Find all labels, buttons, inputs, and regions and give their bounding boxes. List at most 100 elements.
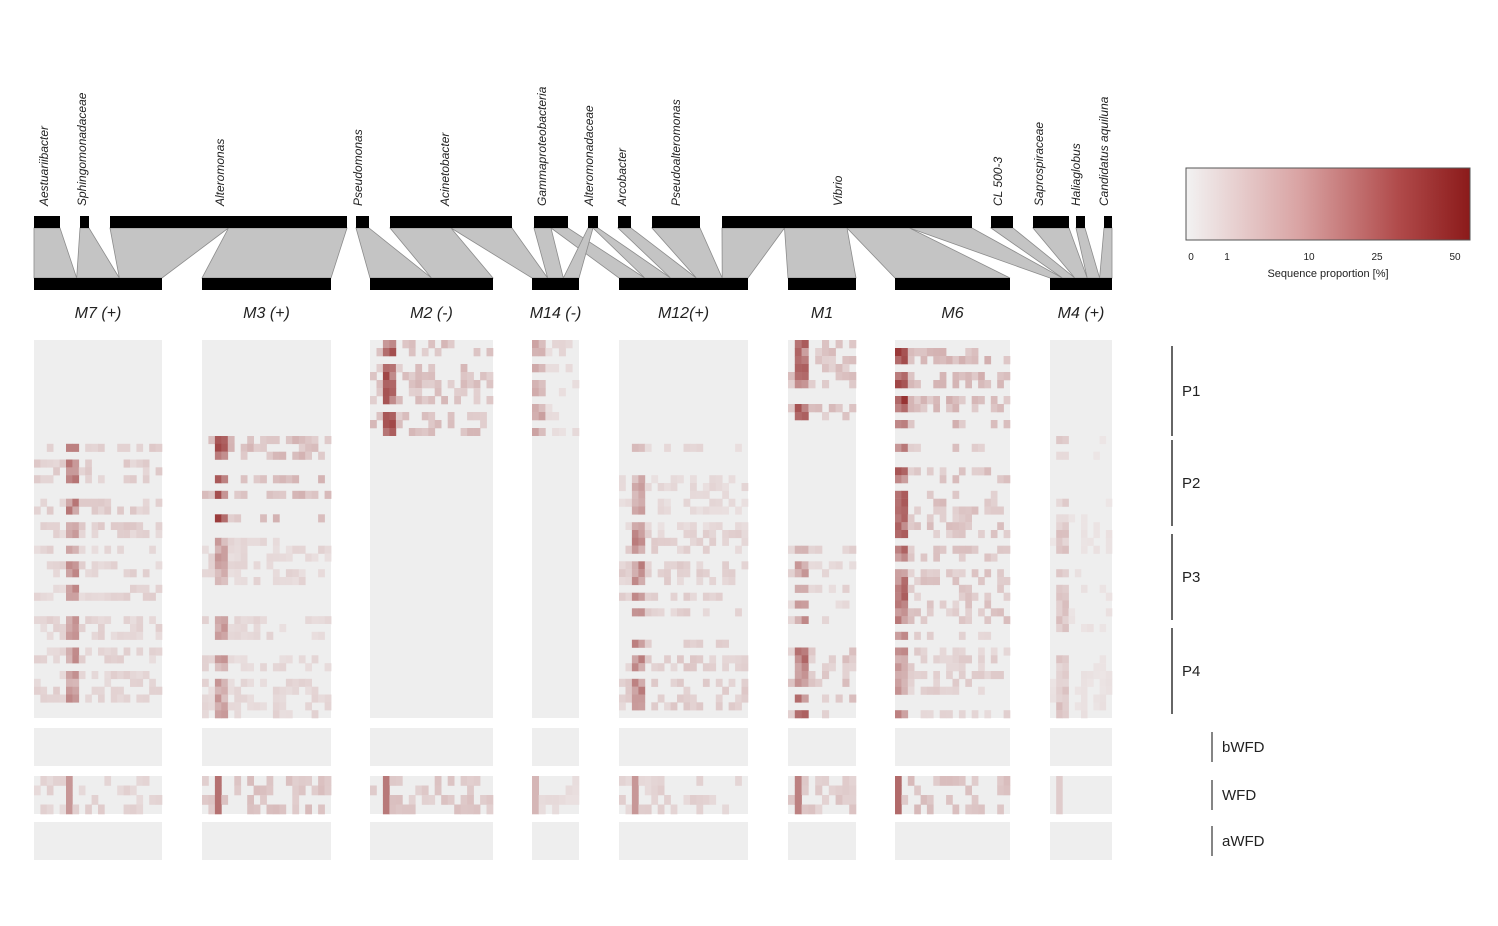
module-bar-m1 (788, 278, 856, 290)
season-panel-m6-awfd (895, 822, 1010, 860)
heat-panel-m7-p4 (34, 624, 163, 718)
color-legend: 0 1 10 25 50 Sequence proportion [%] (1185, 167, 1471, 280)
taxon-label-vibrio: Vibrio (831, 175, 845, 206)
heat-panel-m4-p2 (1050, 436, 1113, 531)
season-panel-m1-wfd (788, 776, 857, 815)
module-bar-m6 (895, 278, 1010, 290)
season-panel-m6-wfd (895, 776, 1011, 815)
heat-panel-m6-p1 (895, 340, 1011, 436)
heat-panel-m12-p3 (619, 530, 749, 624)
module-bar-m2 (370, 278, 493, 290)
module-bar-m12 (619, 278, 748, 290)
heat-panel-m2-p4 (370, 624, 493, 718)
heat-panel-m12-p2 (619, 436, 749, 531)
period-label-p4: P4 (1182, 663, 1200, 680)
heat-panel-m1-p2 (788, 436, 856, 530)
heat-panel-m3-p2 (202, 436, 332, 530)
season-panel-m4-wfd (1050, 776, 1112, 815)
link-vibrio-to-m12 (721, 227, 786, 279)
taxon-label-saprospiraceae: Saprospiraceae (1032, 122, 1046, 206)
season-panel-m2-awfd (370, 822, 493, 860)
heat-panel-m14-p1 (532, 340, 580, 437)
taxon-bar-candidatus-aquiluna (1104, 216, 1112, 228)
season-panel-m1-awfd (788, 822, 856, 860)
heat-panel-m4-p4 (1050, 624, 1113, 719)
heat-panel-m2-p2 (370, 436, 493, 530)
legend-tick-1: 1 (1224, 252, 1230, 263)
season-panel-m14-bwfd (532, 728, 579, 766)
heat-panel-m14-p2 (532, 436, 579, 530)
module-label-m2: M2 (-) (410, 305, 453, 322)
taxon-label-pseudomonas: Pseudomonas (351, 129, 365, 206)
module-label-m4: M4 (+) (1058, 305, 1105, 322)
season-panel-m2-wfd (370, 776, 494, 815)
taxon-bar-pseudomonas (356, 216, 369, 228)
taxon-label-arcobacter: Arcobacter (615, 147, 629, 207)
taxon-module-links (33, 227, 1113, 279)
season-panel-m3-bwfd (202, 728, 331, 766)
taxon-label-candidatus-aquiluna: Candidatus aquiluna (1097, 96, 1111, 206)
season-panel-m12-awfd (619, 822, 748, 860)
season-label-bwfd: bWFD (1222, 739, 1265, 756)
module-label-m14: M14 (-) (530, 305, 582, 322)
heat-panel-m3-p1 (202, 340, 331, 436)
taxon-bar-alteromonadaceae (588, 216, 598, 228)
taxon-label-sphingomonadaceae: Sphingomonadaceae (75, 92, 89, 206)
taxon-bar-sphingomonadaceae (80, 216, 89, 228)
taxon-bar-acinetobacter (390, 216, 512, 228)
module-label-m7: M7 (+) (75, 305, 122, 322)
taxon-bar-arcobacter (618, 216, 631, 228)
season-panel-m2-bwfd (370, 728, 493, 766)
legend-title: Sequence proportion [%] (1267, 268, 1388, 280)
taxon-bar-saprospiraceae (1033, 216, 1069, 228)
heat-panel-m4-p3 (1050, 530, 1113, 625)
season-panel-m7-bwfd (34, 728, 162, 766)
module-bar-m7 (34, 278, 162, 290)
season-panel-m3-awfd (202, 822, 331, 860)
taxon-bar-haliaglobus (1076, 216, 1085, 228)
season-panel-m14-awfd (532, 822, 579, 860)
taxon-bar-alteromonas (110, 216, 347, 228)
taxon-label-acinetobacter: Acinetobacter (438, 132, 452, 207)
heat-panel-m4-p1 (1050, 340, 1112, 436)
season-panel-m12-bwfd (619, 728, 748, 766)
link-vibrio-to-m1 (784, 227, 857, 279)
link-aestuariibacter-to-m7 (33, 227, 78, 279)
legend-gradient-bar (1185, 167, 1471, 241)
module-bar-m4 (1050, 278, 1112, 290)
link-candidatus-aquiluna-to-m4 (1099, 227, 1113, 279)
heat-panel-m1-p1 (788, 340, 857, 436)
module-label-m12: M12(+) (658, 305, 709, 322)
taxon-label-alteromonadaceae: Alteromonadaceae (582, 105, 596, 207)
heat-panel-m1-p4 (788, 624, 857, 719)
season-label-awfd: aWFD (1222, 833, 1265, 850)
taxon-bar-gammaproteobacteria (534, 216, 568, 228)
heat-panel-m12-p1 (619, 340, 748, 436)
heatmap-panels (34, 340, 1113, 860)
taxon-label-alteromonas: Alteromonas (213, 139, 227, 207)
legend-tick-50: 50 (1449, 252, 1461, 263)
module-bar-m3 (202, 278, 331, 290)
link-alteromonas-to-m3 (201, 227, 348, 279)
taxon-label-cl-500-3: CL 500-3 (991, 157, 1005, 206)
heat-panel-m3-p4 (202, 624, 332, 719)
heat-panel-m7-p1 (34, 340, 162, 436)
axis-labels: Aestuariibacter Sphingomonadaceae Alteromo… (37, 86, 1265, 856)
taxon-bar-aestuariibacter (34, 216, 60, 228)
taxon-bar-pseudoalteromonas (652, 216, 700, 228)
legend-tick-0: 0 (1188, 252, 1194, 263)
heat-panel-m1-p3 (788, 530, 857, 625)
heat-panel-m12-p4 (619, 624, 749, 718)
taxon-bar-cl-500-3 (991, 216, 1013, 228)
legend-tick-10: 10 (1303, 252, 1315, 263)
module-label-m1: M1 (811, 305, 833, 322)
period-label-p2: P2 (1182, 475, 1200, 492)
taxon-label-haliaglobus: Haliaglobus (1069, 143, 1083, 206)
season-panel-m6-bwfd (895, 728, 1010, 766)
taxon-label-aestuariibacter: Aestuariibacter (37, 125, 51, 207)
period-label-p1: P1 (1182, 383, 1200, 400)
taxon-bar-vibrio (722, 216, 972, 228)
module-label-m6: M6 (941, 305, 963, 322)
season-label-wfd: WFD (1222, 787, 1256, 804)
